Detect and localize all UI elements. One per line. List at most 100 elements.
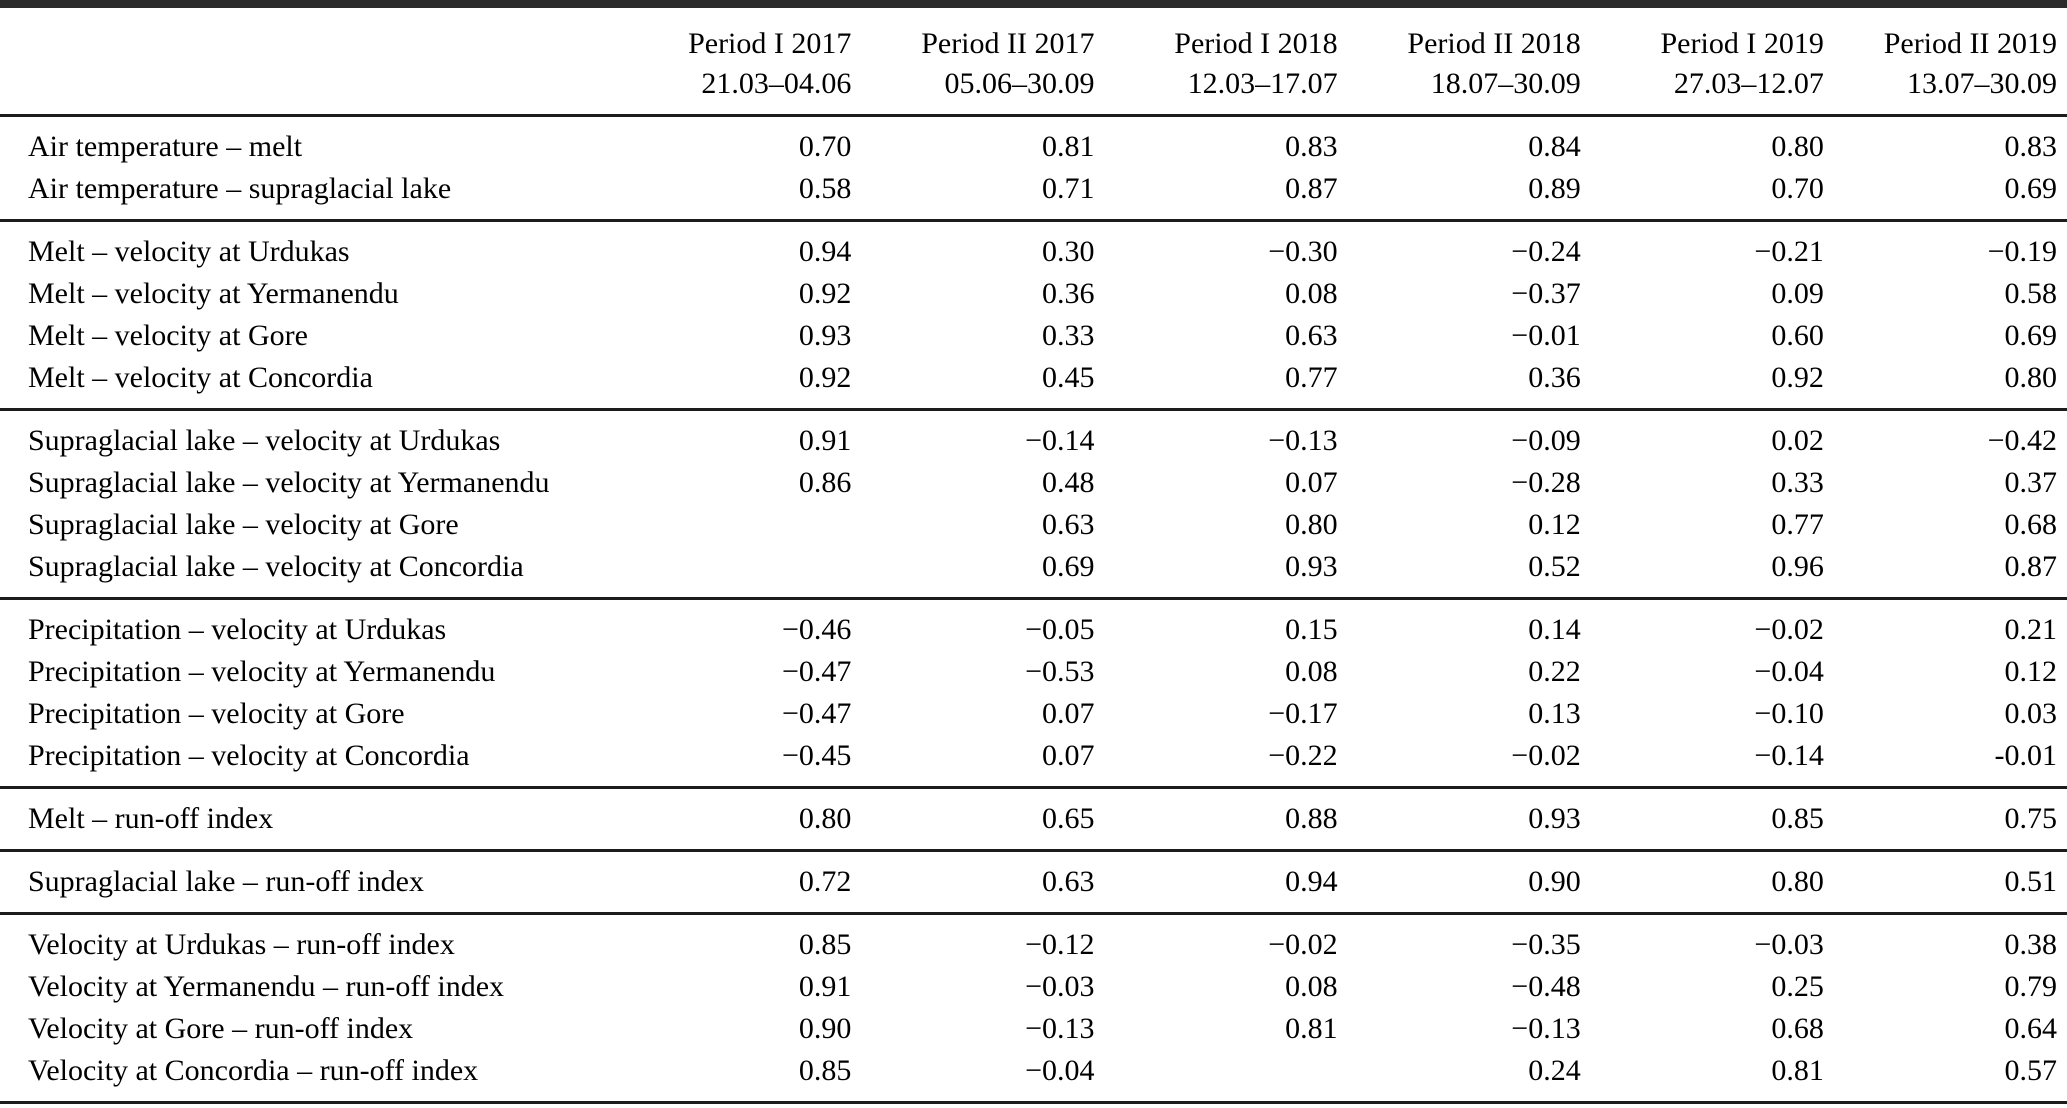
column-period-label: Period I 2018 — [1174, 27, 1338, 60]
cell-value: 0.57 — [2004, 1054, 2058, 1087]
header-row: Period I 2017 21.03–04.06 Period II 2017… — [0, 4, 2067, 116]
cell-value: 0.90 — [798, 1012, 852, 1045]
cell-value: 0.25 — [1771, 970, 1824, 1003]
cell-value: −0.21 — [1754, 235, 1824, 268]
cell-value: −0.02 — [1511, 739, 1581, 772]
table-row: Melt – run-off index 0.80 0.65 0.88 0.93 0.85… — [0, 788, 2067, 851]
cell-value: −0.46 — [781, 613, 852, 646]
cell-value: 0.33 — [1042, 319, 1095, 352]
cell-value: −0.48 — [1511, 970, 1581, 1003]
cell-value: −0.30 — [1268, 235, 1338, 268]
row-label: Precipitation – velocity at Yermanendu — [28, 655, 496, 688]
row-group: Melt – velocity at Urdukas 0.94 0.30 −0.30 −… — [0, 220, 2067, 410]
cell-value: 0.94 — [798, 235, 852, 268]
cell-value: 0.03 — [2004, 697, 2058, 730]
corner-cell — [0, 4, 608, 116]
cell-value: 0.38 — [2004, 928, 2058, 961]
cell-value: 0.07 — [1042, 697, 1095, 730]
cell-value: 0.75 — [2004, 802, 2058, 835]
column-header: Period I 2017 21.03–04.06 — [608, 4, 851, 116]
table-row: Supraglacial lake – velocity at Yermanen… — [0, 462, 2067, 504]
cell-value: 0.81 — [1042, 130, 1095, 163]
cell-value: −0.01 — [1511, 319, 1581, 352]
cell-value: 0.69 — [1042, 550, 1095, 583]
cell-value: −0.14 — [1754, 739, 1824, 772]
cell-value: −0.10 — [1754, 697, 1824, 730]
table-row: Melt – velocity at Yermanendu 0.92 0.36 0.0… — [0, 273, 2067, 315]
cell-value: −0.05 — [1025, 613, 1095, 646]
table-row: Supraglacial lake – velocity at Gore 0.63… — [0, 504, 2067, 546]
column-dates-label: 12.03–17.07 — [1187, 67, 1338, 100]
cell-value: −0.14 — [1025, 424, 1095, 457]
row-group: Supraglacial lake – run-off index 0.72 0.6… — [0, 850, 2067, 914]
cell-value: 0.33 — [1771, 466, 1824, 499]
cell-value: 0.68 — [2004, 508, 2058, 541]
cell-value: 0.30 — [1042, 235, 1095, 268]
row-label: Melt – velocity at Gore — [28, 319, 308, 352]
cell-value: 0.72 — [798, 865, 852, 898]
cell-value: 0.69 — [2004, 319, 2058, 352]
table-header: Period I 2017 21.03–04.06 Period II 2017… — [0, 4, 2067, 116]
table-row: Melt – velocity at Gore 0.93 0.33 0.63 −0.01… — [0, 315, 2067, 357]
cell-value: 0.92 — [1771, 361, 1824, 394]
cell-value: -0.01 — [1994, 739, 2058, 772]
cell-value: 0.93 — [798, 319, 852, 352]
column-header: Period II 2017 05.06–30.09 — [851, 4, 1094, 116]
cell-value: 0.48 — [1042, 466, 1095, 499]
cell-value: 0.14 — [1528, 613, 1581, 646]
cell-value: 0.12 — [1528, 508, 1581, 541]
cell-value — [1095, 1050, 1338, 1103]
row-label: Melt – run-off index — [28, 802, 274, 835]
cell-value: 0.52 — [1528, 550, 1581, 583]
table-row: Air temperature – supraglacial lake 0.58 0… — [0, 168, 2067, 221]
cell-value: 0.91 — [798, 970, 852, 1003]
cell-value: 0.69 — [2004, 172, 2058, 205]
column-dates-label: 18.07–30.09 — [1430, 67, 1581, 100]
cell-value: −0.24 — [1511, 235, 1581, 268]
cell-value: 0.80 — [798, 802, 852, 835]
cell-value: 0.09 — [1771, 277, 1824, 310]
cell-value — [608, 546, 851, 599]
column-period-label: Period I 2017 — [688, 27, 852, 60]
row-label: Velocity at Yermanendu – run-off index — [28, 970, 505, 1003]
cell-value: 0.93 — [1528, 802, 1581, 835]
row-label: Melt – velocity at Urdukas — [28, 235, 350, 268]
cell-value: 0.70 — [798, 130, 852, 163]
row-label: Precipitation – velocity at Urdukas — [28, 613, 447, 646]
cell-value: 0.86 — [798, 466, 852, 499]
column-dates-label: 13.07–30.09 — [1907, 67, 2057, 100]
table-row: Velocity at Gore – run-off index 0.90 −0.1… — [0, 1008, 2067, 1050]
cell-value: 0.94 — [1285, 865, 1338, 898]
table-row: Melt – velocity at Concordia 0.92 0.45 0.77… — [0, 357, 2067, 410]
cell-value: 0.93 — [1285, 550, 1338, 583]
cell-value: −0.53 — [1025, 655, 1095, 688]
column-header: Period II 2019 13.07–30.09 — [1824, 4, 2067, 116]
cell-value: 0.21 — [2004, 613, 2058, 646]
cell-value: 0.83 — [2004, 130, 2058, 163]
column-period-label: Period II 2017 — [921, 27, 1095, 60]
row-label: Supraglacial lake – velocity at Urdukas — [28, 424, 501, 457]
cell-value: −0.22 — [1268, 739, 1338, 772]
cell-value: 0.81 — [1771, 1054, 1824, 1087]
cell-value: 0.63 — [1042, 865, 1095, 898]
cell-value: −0.13 — [1268, 424, 1338, 457]
cell-value: 0.45 — [1042, 361, 1095, 394]
cell-value: 0.81 — [1285, 1012, 1338, 1045]
cell-value: −0.45 — [781, 739, 852, 772]
cell-value: −0.02 — [1268, 928, 1338, 961]
cell-value: 0.80 — [1285, 508, 1338, 541]
cell-value: 0.87 — [2004, 550, 2058, 583]
cell-value: 0.22 — [1528, 655, 1581, 688]
row-label: Melt – velocity at Yermanendu — [28, 277, 399, 310]
cell-value: 0.96 — [1771, 550, 1824, 583]
cell-value: 0.79 — [2004, 970, 2058, 1003]
cell-value: −0.47 — [781, 655, 852, 688]
table-row: Supraglacial lake – velocity at Concordi… — [0, 546, 2067, 599]
row-label: Precipitation – velocity at Concordia — [28, 739, 470, 772]
cell-value: 0.68 — [1771, 1012, 1824, 1045]
row-label: Air temperature – melt — [28, 130, 303, 163]
column-dates-label: 05.06–30.09 — [944, 67, 1095, 100]
row-group: Supraglacial lake – velocity at Urdukas 0… — [0, 409, 2067, 599]
column-period-label: Period II 2018 — [1407, 27, 1581, 60]
